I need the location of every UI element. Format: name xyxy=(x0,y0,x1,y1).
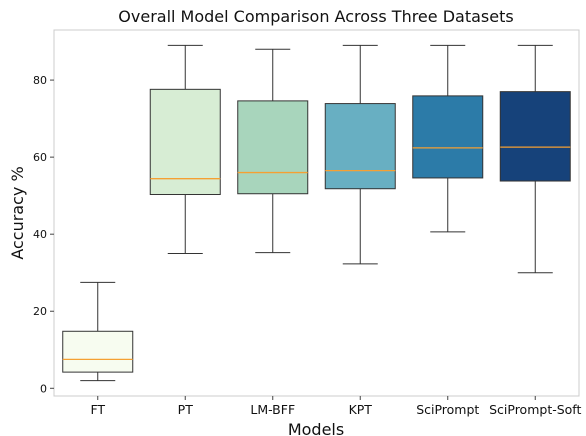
x-axis-label: Models xyxy=(288,420,344,436)
y-tick-label-20: 20 xyxy=(33,305,47,318)
x-tick-label-pt: PT xyxy=(178,402,194,417)
y-axis-label: Accuracy % xyxy=(8,166,27,259)
box-sciprompt-soft xyxy=(499,91,571,182)
y-tick-label-0: 0 xyxy=(40,382,47,395)
x-tick-label-ft: FT xyxy=(90,402,105,417)
box-pt xyxy=(149,88,221,196)
box-kpt xyxy=(324,103,396,190)
x-tick-label-sciprompt: SciPrompt xyxy=(416,402,479,417)
x-tick-label-sciprompt-soft: SciPrompt-Soft xyxy=(489,402,581,417)
y-tick-label-80: 80 xyxy=(33,74,47,87)
y-tick-label-60: 60 xyxy=(33,151,47,164)
chart-title: Overall Model Comparison Across Three Da… xyxy=(118,7,513,26)
box-ft xyxy=(62,330,134,373)
box-sciprompt xyxy=(412,95,484,179)
plot-area: 0 20 40 60 80 FT PT LM-BFF KPT SciPrompt SciPrompt… xyxy=(33,29,581,417)
y-tick-label-40: 40 xyxy=(33,228,47,241)
box-lm-bff xyxy=(237,100,309,195)
x-tick-label-lm-bff: LM-BFF xyxy=(250,402,295,417)
x-tick-label-kpt: KPT xyxy=(349,402,373,417)
plot-frame xyxy=(53,29,580,397)
